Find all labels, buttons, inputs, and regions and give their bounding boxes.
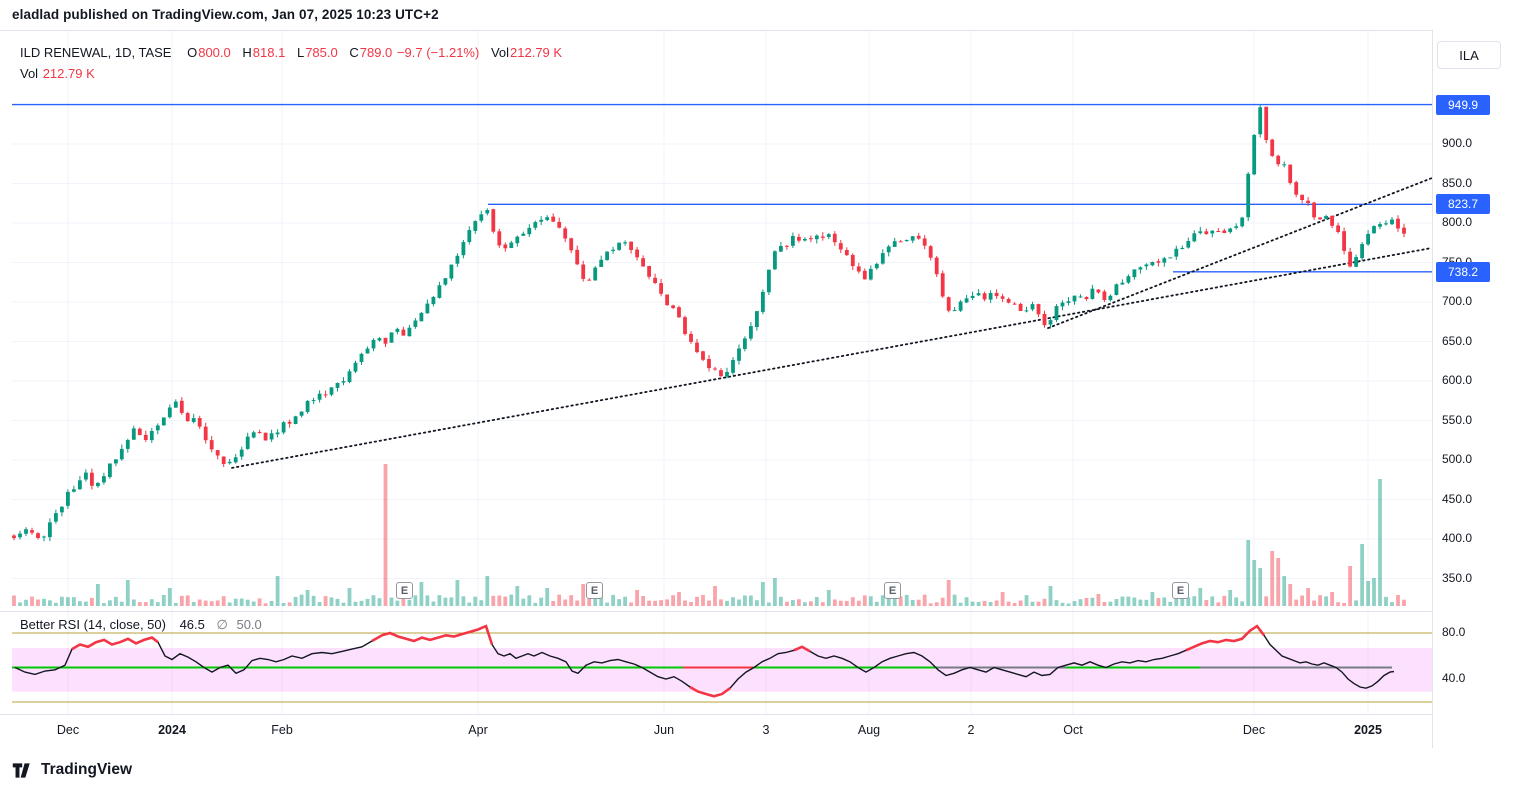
price-tick-label: 900.0 [1442,136,1473,150]
time-axis-label: Dec [56,723,80,737]
price-axis[interactable]: 900.0850.0800.0750.0700.0650.0600.0550.0… [1433,30,1521,748]
open-value: 800.0 [198,45,231,60]
price-line-badge[interactable]: 949.9 [1436,94,1490,115]
rsi-tick-label: 80.0 [1442,625,1466,639]
rsi-average-value: 50.0 [236,617,262,632]
time-axis-label: Apr [468,723,488,737]
tradingview-logo-icon [12,762,30,778]
time-axis-label: Oct [1063,723,1083,737]
time-axis-label: Jun [653,723,675,737]
time-axis[interactable]: Dec 2024 Feb Apr Jun 3 Aug 2 Oct Dec 2025 [0,714,1432,748]
volume-row-value: 212.79 K [42,66,95,81]
price-tick-label: 650.0 [1442,333,1473,348]
price-tick-label: 700.0 [1442,294,1473,308]
price-line-badge[interactable]: 738.2 [1436,261,1490,282]
attribution-text: eladlad published on TradingView.com, Ja… [12,7,439,22]
symbol-watermark-badge[interactable]: ILA [1437,41,1501,69]
close-value: 789.0 [359,45,393,60]
earnings-marker-badge[interactable]: E [586,582,603,599]
rsi-tick-label: 40.0 [1442,671,1466,685]
change-value: −9.7 (−1.21%) [396,45,480,60]
rsi-indicator-row[interactable]: Better RSI (14, close, 50) 46.5 ∅ 50.0 [20,617,262,633]
time-axis-label: 2024 [158,723,186,737]
price-tick-label: 850.0 [1442,175,1473,190]
ohlc-row: ILD RENEWAL, 1D, TASE O800.0 H818.1 L785… [20,45,562,60]
price-tick-label: 550.0 [1442,412,1473,427]
time-axis-label: 2 [967,723,975,737]
price-line-badge[interactable]: 823.7 [1436,194,1490,215]
price-tick-label: 800.0 [1442,215,1473,229]
rsi-average-icon: ∅ [216,617,228,632]
tradingview-wordmark: TradingView [41,761,133,778]
time-axis-label: Aug [857,723,881,737]
volume-label: Vol [490,45,510,60]
price-tick-label: 400.0 [1442,531,1473,545]
rsi-title: Better RSI (14, close, 50) [20,617,166,632]
time-axis-label: Feb [271,723,293,737]
earnings-marker-badge[interactable]: E [396,582,413,599]
time-axis-label: Dec [1242,723,1266,737]
symbol-title: ILD RENEWAL, 1D, TASE [20,45,172,60]
rsi-current-value: 46.5 [179,617,205,632]
high-label: H [242,45,252,60]
time-axis-label: 3 [762,723,770,737]
low-label: L [296,45,305,60]
price-tick-label: 600.0 [1442,373,1473,387]
footer: TradingView [0,748,1521,792]
price-tick-label: 350.0 [1442,570,1473,585]
close-label: C [349,45,359,60]
tradingview-logo[interactable]: TradingView [12,761,132,780]
low-value: 785.0 [305,45,338,60]
high-value: 818.1 [252,45,286,60]
volume-value: 212.79 K [510,45,563,60]
volume-row: Vol 212.79 K [20,66,95,81]
earnings-marker-badge[interactable]: E [1172,582,1189,599]
price-tick-label: 500.0 [1442,452,1473,466]
time-axis-label: 2025 [1354,723,1382,737]
earnings-marker-badge[interactable]: E [884,582,901,599]
volume-row-label: Vol [20,66,39,81]
price-tick-label: 450.0 [1442,491,1473,506]
open-label: O [187,45,198,60]
